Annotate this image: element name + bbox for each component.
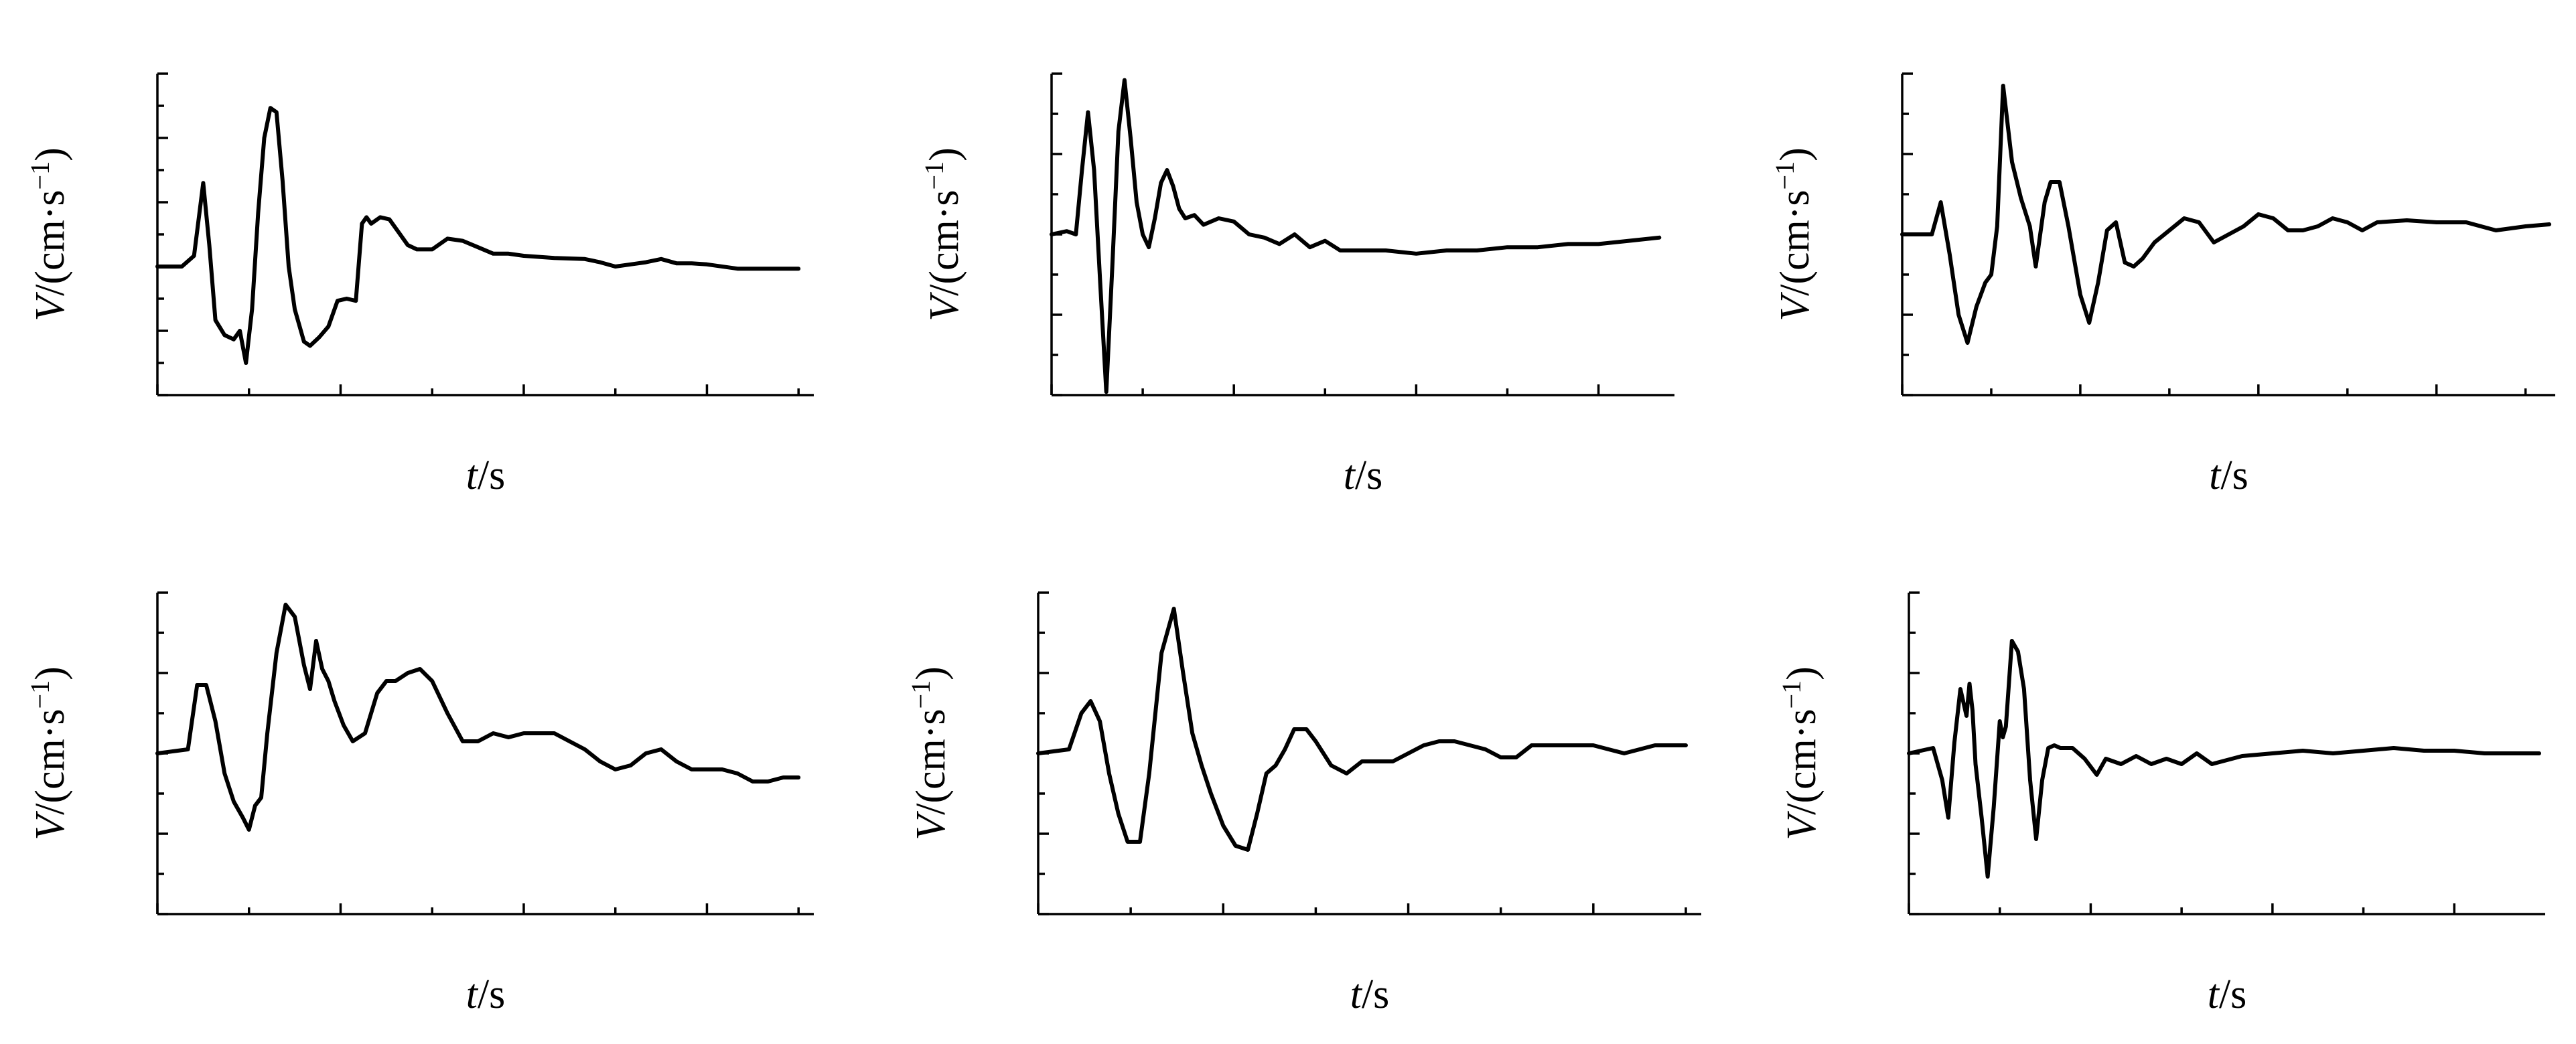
y-axis-label-exponent: −1 [25,680,55,709]
y-axis-label-close: ) [1772,147,1818,161]
x-axis-label-unit: /s [478,972,505,1017]
panel-s2: t/s V/(cm·s−1) [919,72,1674,498]
panel-s1: t/s V/(cm·s−1) [25,72,814,498]
x-axis-label-symbol: t [2208,972,2220,1017]
y-axis-label: V/(cm·s−1) [906,666,954,840]
y-axis-label-unit: /(cm·s [908,709,954,814]
x-axis-label: t/s [466,972,506,1017]
y-axis-label-symbol: V [922,292,967,321]
velocity-series-line [1050,78,1662,394]
y-axis-label-exponent: −1 [1770,161,1800,190]
y-axis-label-symbol: V [1772,292,1818,321]
velocity-series-line [155,106,801,365]
y-axis-label-unit: /(cm·s [922,190,967,295]
y-axis-label-unit: /(cm·s [1779,709,1824,814]
x-axis-label: t/s [466,453,506,498]
x-axis-label-unit: /s [1362,972,1389,1017]
y-axis-label-symbol: V [1779,811,1824,840]
x-axis-label: t/s [2209,453,2248,498]
y-axis-label-symbol: V [27,811,73,840]
y-axis-label-exponent: −1 [1776,680,1806,709]
x-axis-label: t/s [1344,453,1383,498]
panel-s3: t/s V/(cm·s−1) [1770,72,2555,498]
panel-s4: t/s V/(cm·s−1) [25,591,814,1017]
x-axis-label-unit: /s [2219,972,2246,1017]
y-axis-label-symbol: V [908,811,954,840]
y-axis-label-unit: /(cm·s [1772,190,1818,295]
velocity-series-line [1036,607,1688,852]
y-axis-label-exponent: −1 [919,161,949,190]
x-axis-label-symbol: t [466,972,479,1017]
x-axis-label-unit: /s [1355,453,1382,498]
y-axis-label-symbol: V [27,292,73,321]
x-axis-label: t/s [2208,972,2247,1017]
y-axis-label-unit: /(cm·s [27,190,73,295]
y-axis-label-close: ) [27,147,73,161]
y-axis-label: V/(cm·s−1) [1776,666,1824,840]
y-axis-label-close: ) [1779,666,1824,680]
x-axis-label-symbol: t [1350,972,1363,1017]
x-axis-label: t/s [1350,972,1390,1017]
velocity-series-line [1900,84,2552,345]
y-axis-label-close: ) [27,666,73,680]
y-axis-label-close: ) [922,147,967,161]
x-axis-label-symbol: t [466,453,479,498]
y-axis-label-close: ) [908,666,954,680]
x-axis-label-unit: /s [478,453,505,498]
y-axis-label: V/(cm·s−1) [25,147,73,321]
y-axis-label-unit: /(cm·s [27,709,73,814]
x-axis-label-unit: /s [2220,453,2248,498]
y-axis-label-exponent: −1 [906,680,936,709]
y-axis-label: V/(cm·s−1) [25,666,73,840]
x-axis-label-symbol: t [2209,453,2222,498]
y-axis-label: V/(cm·s−1) [1770,147,1818,321]
velocity-series-line [155,603,801,832]
x-axis-label-symbol: t [1344,453,1356,498]
y-axis-label-exponent: −1 [25,161,55,190]
velocity-series-line [1907,639,2541,879]
y-axis-label: V/(cm·s−1) [919,147,967,321]
panel-s6: t/s V/(cm·s−1) [1776,591,2545,1017]
panel-s5: t/s V/(cm·s−1) [906,591,1701,1017]
